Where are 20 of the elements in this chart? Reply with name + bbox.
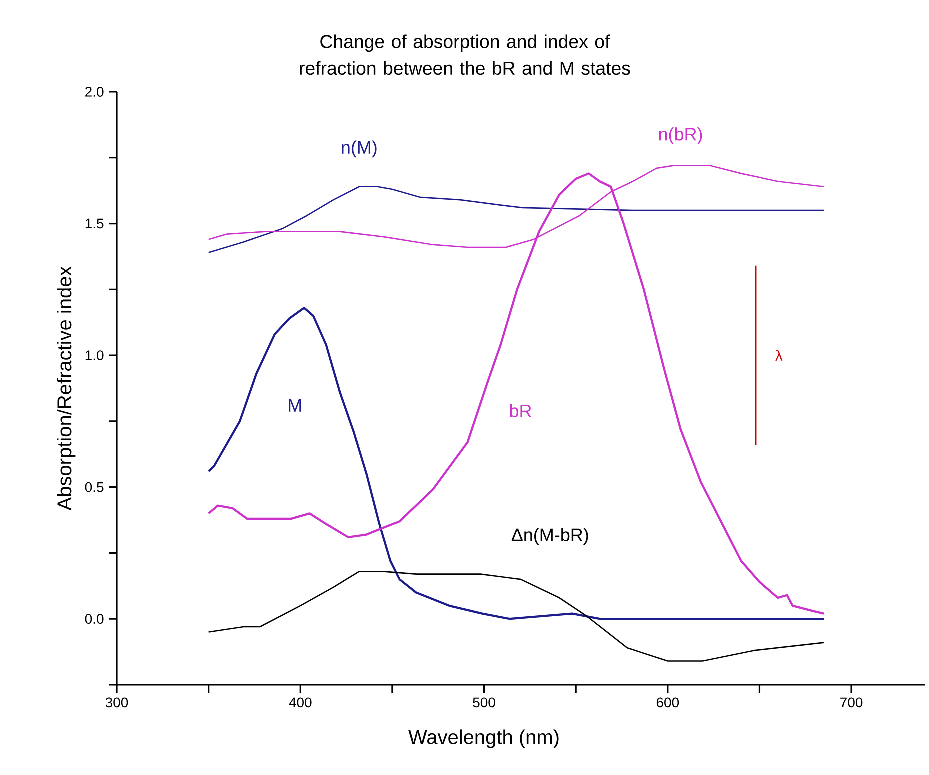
y-tick-label: 0.0 — [85, 614, 104, 624]
series-label: n(bR) — [659, 128, 702, 144]
series-label: bR — [510, 404, 532, 418]
y-tick-label: 2.0 — [86, 87, 104, 97]
x-tick-label: 400 — [289, 698, 312, 708]
y-axis-title: Absorption/Refractive index — [57, 266, 76, 511]
y-tick-label: 1.0 — [86, 350, 104, 361]
x-tick-label: 600 — [656, 698, 680, 708]
x-tick-label: 500 — [473, 698, 496, 708]
series-label: Δn(M-bR) — [512, 528, 588, 546]
y-tick-label: 0.5 — [85, 482, 104, 492]
x-tick-label: 700 — [840, 698, 863, 708]
series-label: n(M) — [342, 140, 377, 158]
y-tick-label: 1.5 — [86, 218, 104, 229]
text: M — [289, 399, 302, 412]
line-series — [208, 570, 825, 662]
chart-title: Change of absorption and index of refraction between the bR and M states — [300, 34, 630, 76]
x-axis-title: Wavelength (nm) — [408, 730, 559, 748]
series-label: λ — [776, 350, 783, 361]
x-tick-label: 300 — [106, 698, 128, 708]
